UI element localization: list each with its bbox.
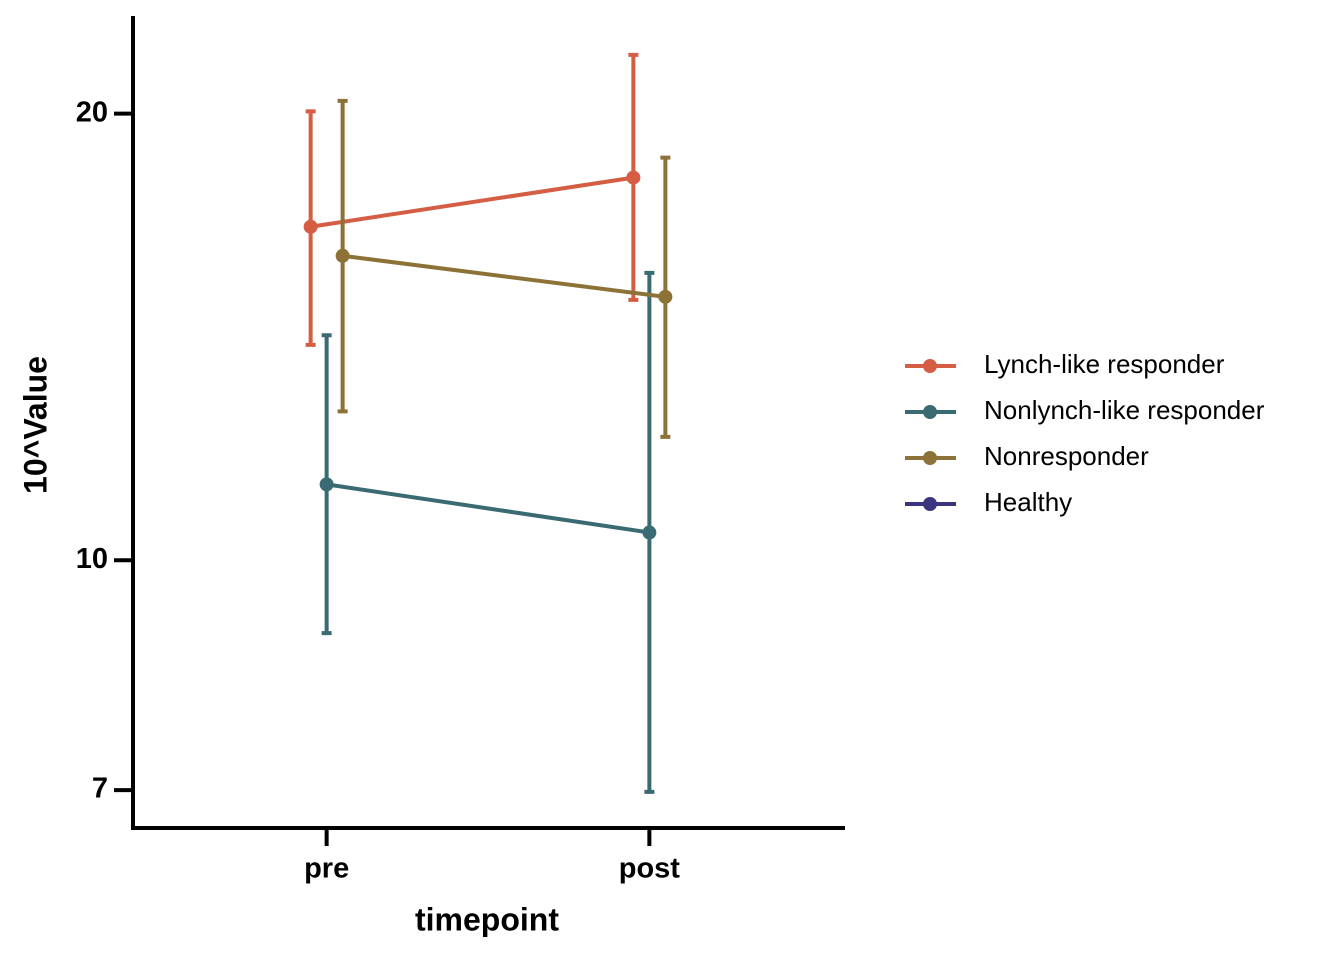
y-tick-label: 20 xyxy=(76,96,108,128)
x-axis-title: timepoint xyxy=(415,901,559,937)
series-line xyxy=(310,175,634,229)
y-axis-title: 10^Value xyxy=(17,356,53,494)
legend-label: Nonlynch-like responder xyxy=(984,395,1265,425)
point xyxy=(626,170,641,185)
legend-label: Healthy xyxy=(984,487,1072,517)
x-tick-label: post xyxy=(619,853,681,885)
legend-marker xyxy=(923,451,937,465)
point xyxy=(642,525,657,540)
y-tick-label: 7 xyxy=(92,773,108,805)
legend-marker xyxy=(923,405,937,419)
legend-marker xyxy=(923,359,937,373)
y-tick-label: 10 xyxy=(76,543,108,575)
point xyxy=(303,219,318,234)
legend-label: Lynch-like responder xyxy=(984,349,1225,379)
series-line xyxy=(342,253,666,299)
legend-marker xyxy=(923,497,937,511)
legend-label: Nonresponder xyxy=(984,441,1149,471)
point xyxy=(658,289,673,304)
series-line xyxy=(326,482,650,535)
point xyxy=(319,477,334,492)
point xyxy=(335,248,350,263)
x-tick-label: pre xyxy=(304,853,349,885)
